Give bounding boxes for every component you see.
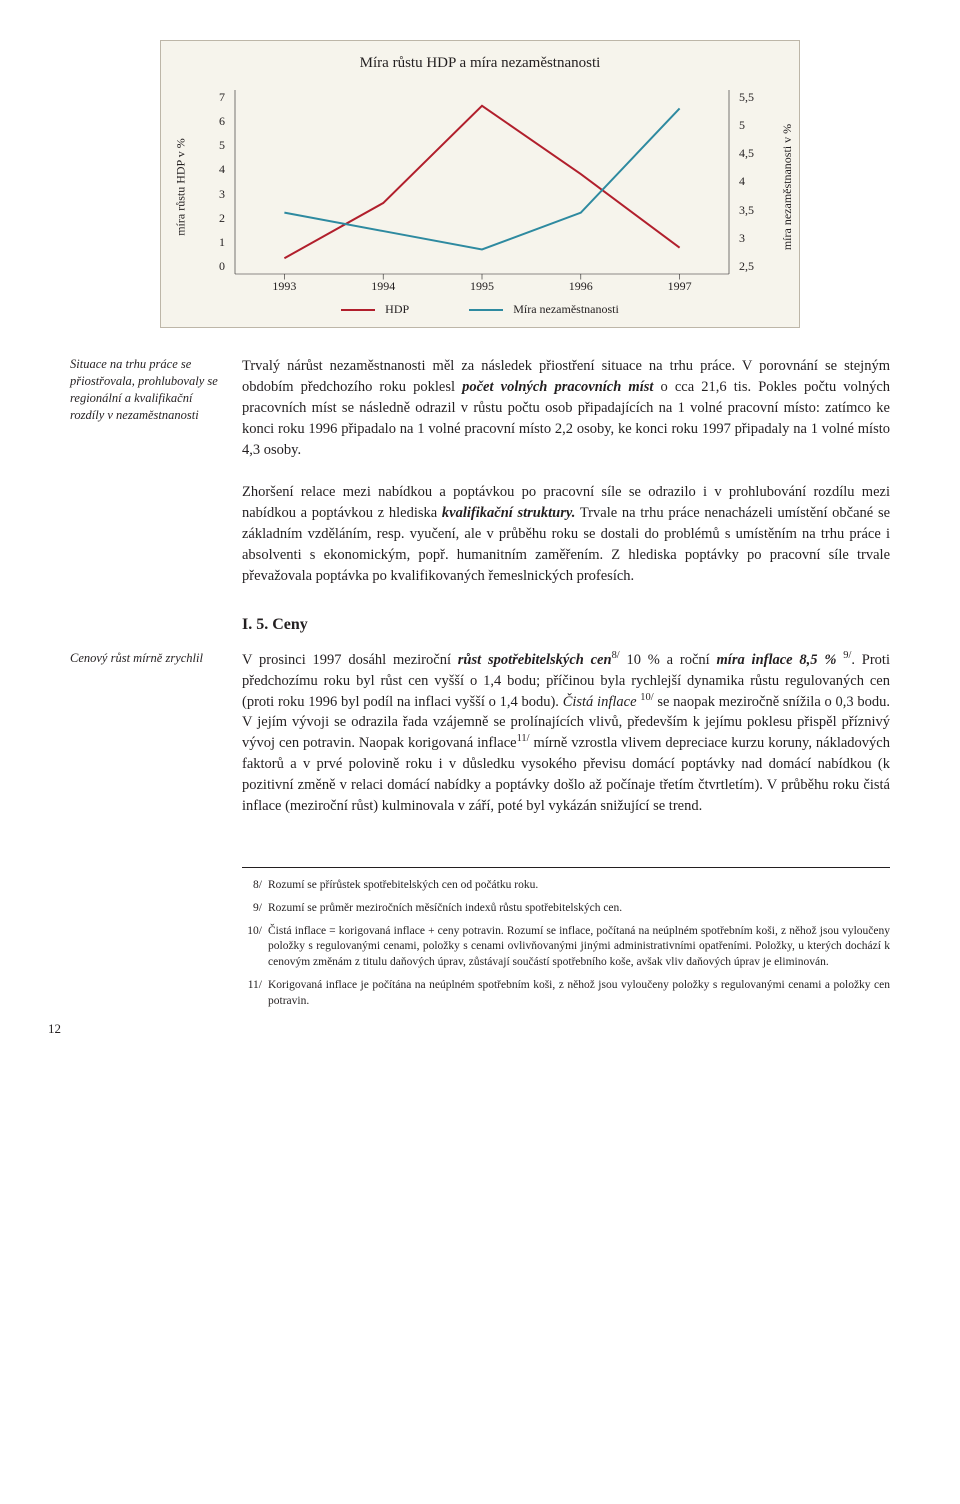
footnote: 10/Čistá inflace = korigovaná inflace + … — [242, 924, 890, 972]
legend-label: Míra nezaměstnanosti — [513, 302, 619, 317]
x-tick: 1994 — [334, 279, 433, 294]
sidenote-prices: Cenový růst mírně zrychlil — [70, 650, 242, 667]
series-line — [284, 108, 679, 249]
x-axis-labels: 19931994199519961997 — [235, 279, 729, 294]
body-p3: V prosinci 1997 dosáhl meziroční růst sp… — [242, 650, 890, 817]
y-left-axis-title: míra růstu HDP v % — [174, 138, 189, 236]
y-left-tick: 3 — [201, 187, 225, 202]
y-left-tick: 4 — [201, 162, 225, 177]
y-left-tick: 5 — [201, 138, 225, 153]
y-left-tick: 6 — [201, 114, 225, 129]
p3-emph1: růst spotřebitelských cen — [458, 652, 612, 668]
y-right-tick: 4,5 — [739, 146, 763, 161]
y-left-tick: 1 — [201, 235, 225, 250]
legend-label: HDP — [385, 302, 409, 317]
p3-a: V prosinci 1997 dosáhl meziroční — [242, 652, 458, 668]
legend-swatch — [469, 309, 503, 311]
legend-item: HDP — [341, 302, 409, 317]
footnote-num: 10/ — [242, 924, 268, 972]
sidenote-labor: Situace na trhu práce se přiostřovala, p… — [70, 356, 242, 424]
section-qualification: Zhoršení relace mezi nabídkou a poptávko… — [70, 482, 890, 635]
document-page: Míra růstu HDP a míra nezaměstnanosti mí… — [0, 0, 960, 1057]
footnote-ref-10: 10/ — [640, 692, 653, 703]
body-p2: Zhoršení relace mezi nabídkou a poptávko… — [242, 482, 890, 635]
footnote-text: Rozumí se průměr meziročních měsíčních i… — [268, 901, 890, 917]
footnote-num: 8/ — [242, 878, 268, 894]
chart-title: Míra růstu HDP a míra nezaměstnanosti — [179, 55, 781, 72]
footnote-text: Rozumí se přírůstek spotřebitelských cen… — [268, 878, 890, 894]
y-right-tick: 2,5 — [739, 259, 763, 274]
chart-legend: HDP Míra nezaměstnanosti — [179, 302, 781, 317]
heading-prices: I. 5. Ceny — [242, 613, 890, 636]
x-tick: 1996 — [531, 279, 630, 294]
y-left-tick: 7 — [201, 90, 225, 105]
chart-plot — [235, 90, 729, 274]
y-right-tick: 3 — [739, 231, 763, 246]
chart-box: Míra růstu HDP a míra nezaměstnanosti mí… — [160, 40, 800, 328]
body-p1: Trvalý nárůst nezaměstnanosti měl za nás… — [242, 356, 890, 460]
legend-item: Míra nezaměstnanosti — [469, 302, 619, 317]
p3-emph2: míra inflace 8,5 % — [717, 652, 837, 668]
y-left-axis-ticks: 7 6 5 4 3 2 1 0 — [201, 90, 225, 274]
y-right-tick: 3,5 — [739, 203, 763, 218]
section-labor-market: Situace na trhu práce se přiostřovala, p… — [70, 356, 890, 460]
p2-emph: kvalifikační struktury. — [442, 505, 575, 521]
footnote-text: Čistá inflace = korigovaná inflace + cen… — [268, 924, 890, 972]
footnote-ref-11: 11/ — [517, 733, 530, 744]
footnote: 8/Rozumí se přírůstek spotřebitelských c… — [242, 878, 890, 894]
y-left-tick: 0 — [201, 259, 225, 274]
x-tick: 1995 — [433, 279, 532, 294]
x-tick: 1993 — [235, 279, 334, 294]
p3-b: 10 % a roční — [620, 652, 717, 668]
footnotes-separator — [242, 867, 890, 868]
footnote-ref-8: 8/ — [612, 650, 620, 661]
p1-emph: počet volných pracovních míst — [462, 379, 653, 395]
footnote: 9/Rozumí se průměr meziročních měsíčních… — [242, 901, 890, 917]
series-line — [284, 106, 679, 258]
p3-it1: Čistá inflace — [563, 694, 641, 710]
chart-svg — [235, 90, 729, 274]
y-right-tick: 4 — [739, 174, 763, 189]
y-right-axis-ticks: 5,5 5 4,5 4 3,5 3 2,5 — [739, 90, 763, 274]
footnotes: 8/Rozumí se přírůstek spotřebitelských c… — [70, 878, 890, 1010]
legend-swatch — [341, 309, 375, 311]
y-left-tick: 2 — [201, 211, 225, 226]
y-right-tick: 5 — [739, 118, 763, 133]
page-number: 12 — [48, 1021, 61, 1037]
chart-area: míra růstu HDP v % 76543210 5,554,543,53… — [179, 80, 781, 294]
footnote-num: 11/ — [242, 978, 268, 1010]
y-right-tick: 5,5 — [739, 90, 763, 105]
x-tick: 1997 — [630, 279, 729, 294]
section-prices: Cenový růst mírně zrychlil V prosinci 19… — [70, 650, 890, 817]
footnote-num: 9/ — [242, 901, 268, 917]
y-right-axis-title: míra nezaměstnanosti v % — [780, 124, 795, 250]
footnote-text: Korigovaná inflace je počítána na neúpln… — [268, 978, 890, 1010]
footnote: 11/Korigovaná inflace je počítána na neú… — [242, 978, 890, 1010]
